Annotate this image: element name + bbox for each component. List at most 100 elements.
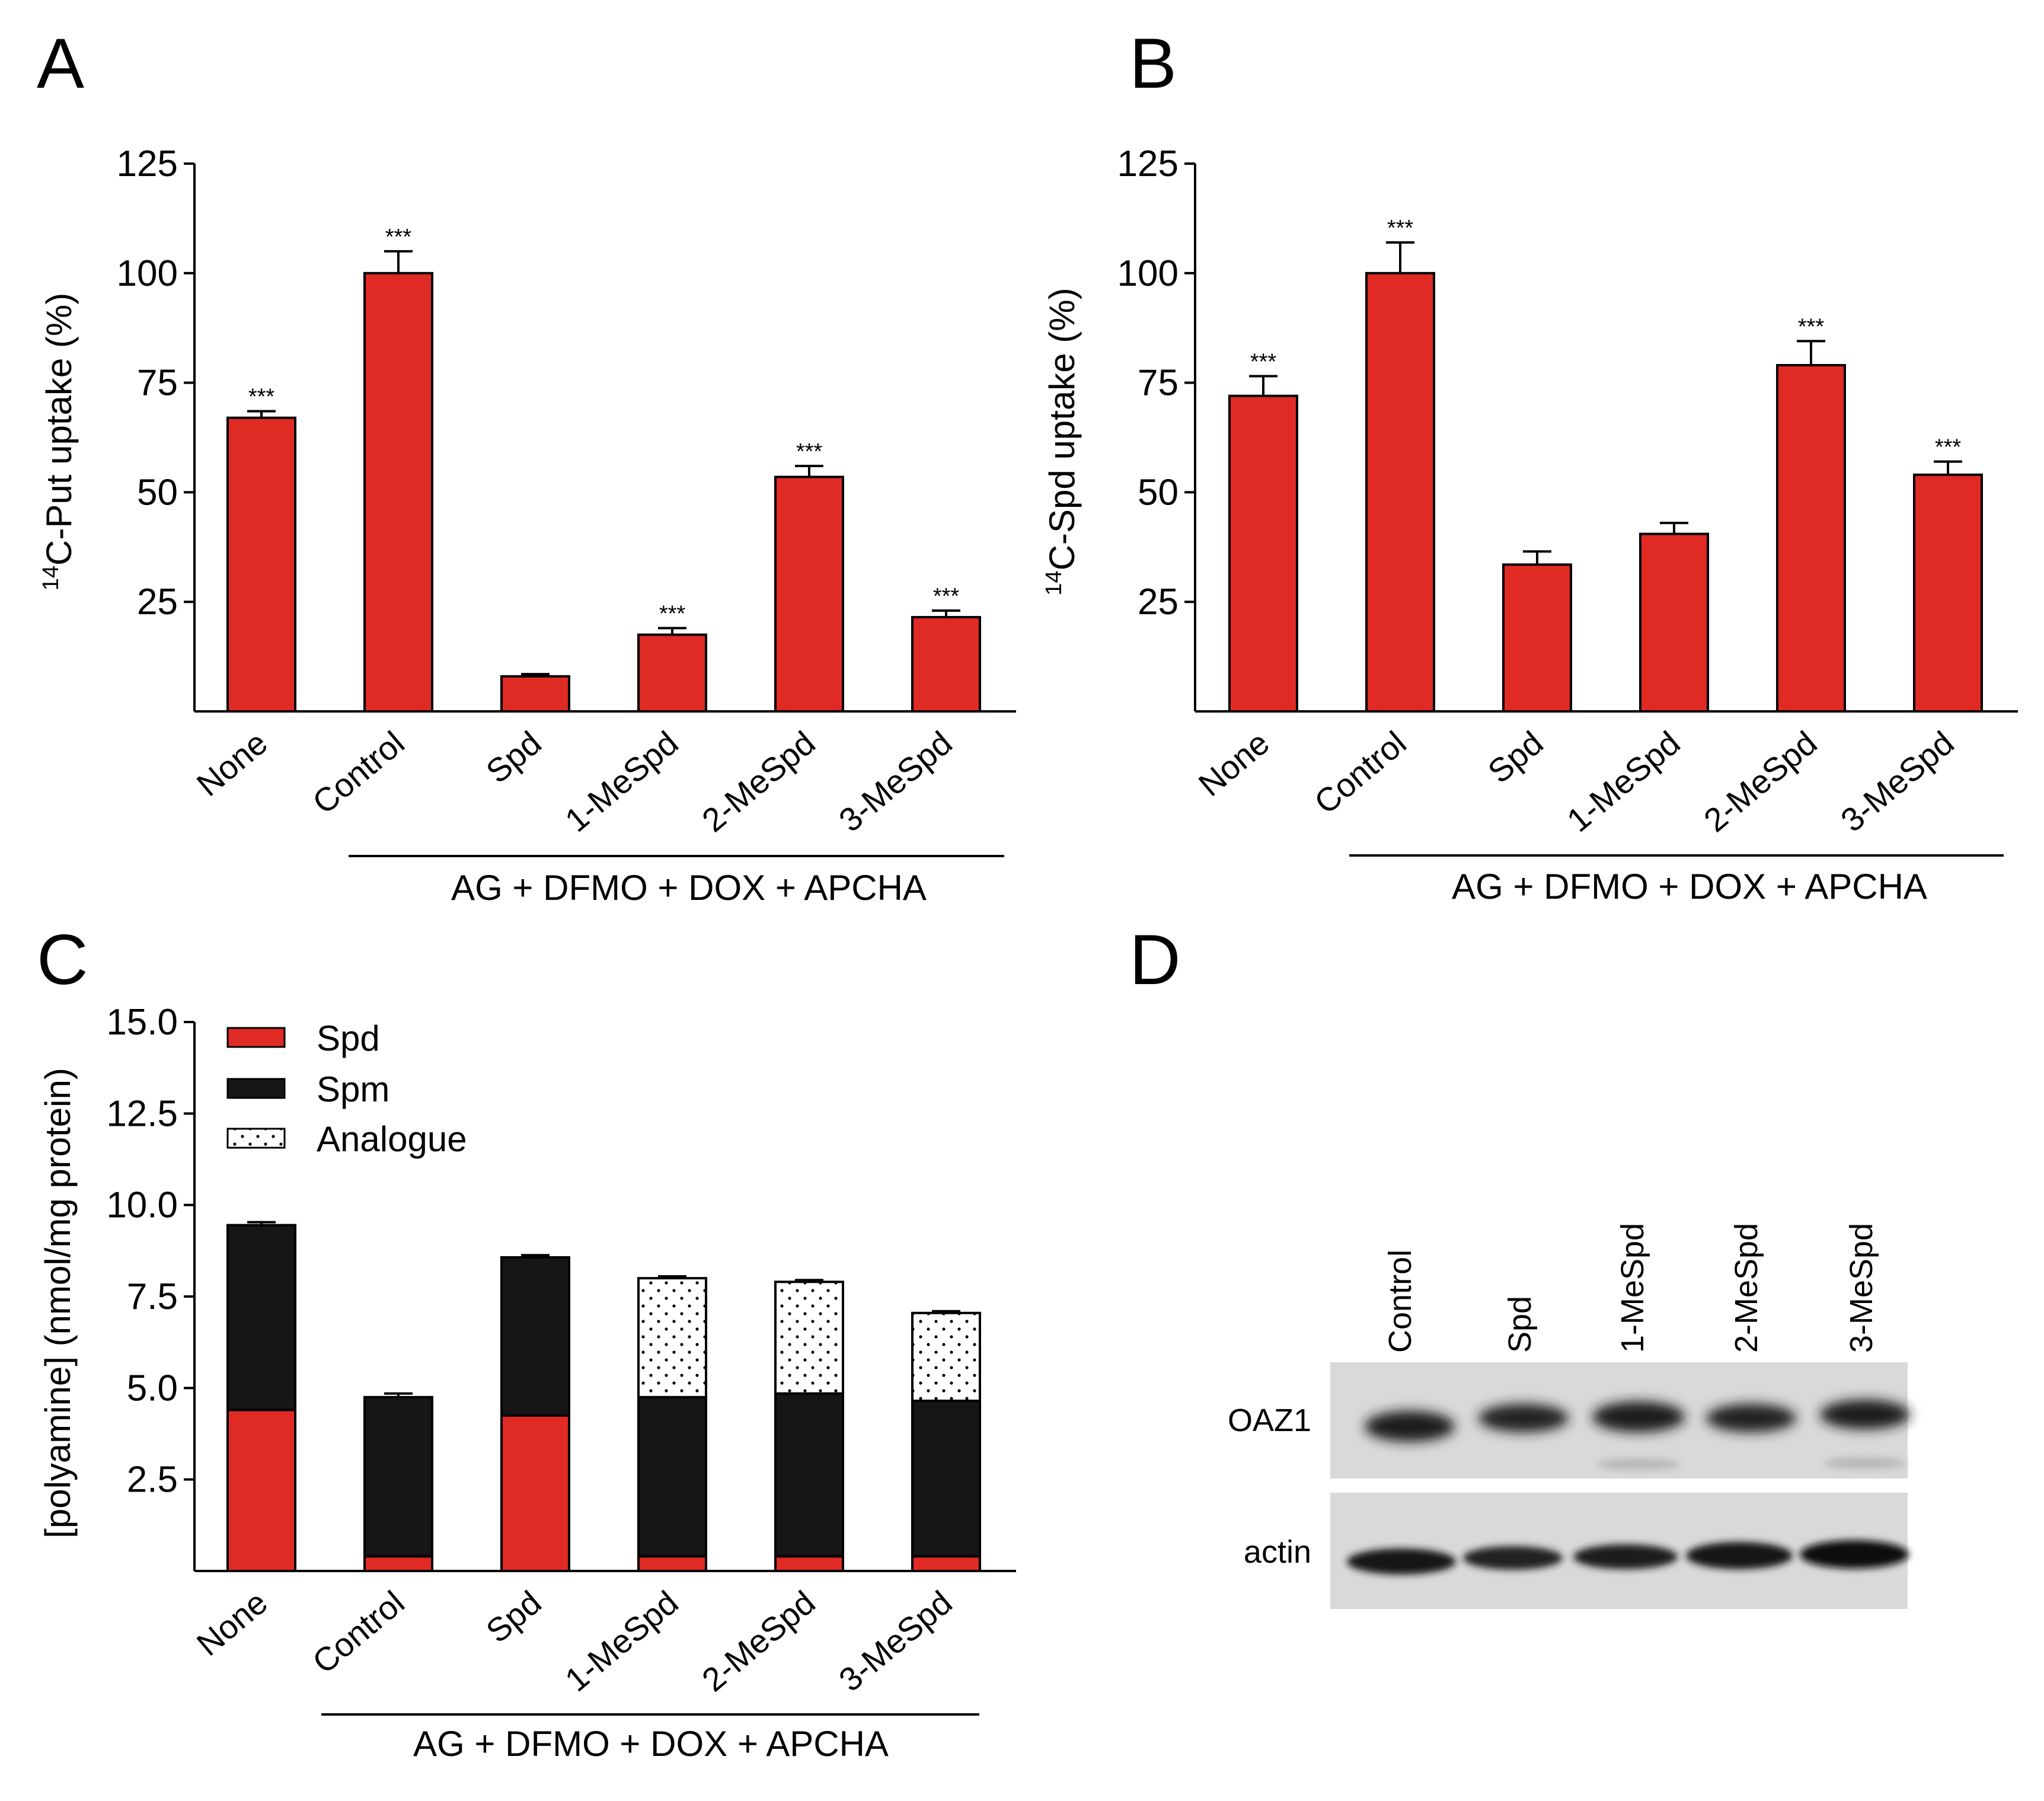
chart-c-ylabel: [polyamine] (nmol/mg protein)	[38, 1068, 78, 1538]
bar-segment-spd	[363, 1555, 433, 1572]
chart-c-ytick-label: 10.0	[106, 1185, 178, 1226]
bar-segment-spd	[911, 1555, 981, 1572]
chart-c-ytick-label: 15.0	[106, 1002, 178, 1043]
panel-letter-d: D	[1129, 920, 1181, 1000]
significance-marker: ***	[1387, 216, 1414, 241]
x-category-label: 1-MeSpd	[558, 1583, 685, 1698]
bar	[1228, 394, 1298, 713]
legend-swatch-spd	[226, 1027, 286, 1048]
blot-lane-label-spd: Spd	[1502, 1296, 1538, 1353]
oaz1-band-2-mespd	[1706, 1404, 1796, 1432]
x-category-label: None	[190, 724, 274, 803]
chart-a-ytick-label: 25	[137, 582, 178, 622]
bar	[1502, 563, 1572, 713]
significance-marker: ***	[1798, 314, 1825, 339]
significance-marker: ***	[933, 584, 960, 609]
blot-row-label-actin: actin	[1244, 1534, 1311, 1570]
x-category-label: Control	[305, 724, 411, 821]
panel-letter-b: B	[1129, 24, 1177, 103]
chart-b-ytick-label: 75	[1138, 363, 1179, 404]
blot-bands-actin	[1347, 1540, 1909, 1575]
chart-b-ytick-label: 125	[1117, 143, 1179, 184]
x-category-label: 3-MeSpd	[832, 1583, 959, 1698]
chart-b-ytick-label: 50	[1138, 472, 1179, 513]
legend-swatch-analogue	[226, 1128, 286, 1149]
x-category-label: None	[1192, 724, 1276, 803]
chart-b-ytick-label: 25	[1138, 582, 1179, 622]
chart-a-ytick-label: 50	[137, 472, 178, 513]
blot-lane-label-control: Control	[1382, 1250, 1418, 1353]
chart-c-legend: Spd Spm Analogue	[226, 1018, 467, 1159]
chart-c-ytick-label: 5.0	[127, 1368, 178, 1409]
blot-lane-label-3-mespd: 3-MeSpd	[1844, 1223, 1879, 1353]
bar-segment-spm	[911, 1399, 981, 1558]
x-category-label: 1-MeSpd	[1560, 724, 1687, 839]
chart-b-ylabel-text: C-Spd uptake (%)	[1042, 288, 1082, 570]
bar	[1913, 473, 1983, 713]
oaz1-band-spd	[1478, 1404, 1569, 1432]
significance-marker: ***	[1935, 435, 1962, 460]
chart-a-ytick-label: 75	[137, 363, 178, 404]
panel-letter-a: A	[37, 24, 84, 103]
chart-c-ytick-label: 2.5	[127, 1460, 178, 1500]
chart-b-ytick-label: 100	[1117, 253, 1179, 294]
chart-c-ytick-label: 12.5	[106, 1093, 178, 1134]
bar-segment-analogue	[637, 1277, 707, 1398]
x-category-label: None	[190, 1583, 274, 1663]
actin-band-2-mespd	[1686, 1542, 1793, 1569]
significance-marker: ***	[659, 602, 686, 627]
legend-label-spm: Spm	[317, 1069, 389, 1109]
blot-row-label-oaz1: OAZ1	[1228, 1403, 1311, 1438]
actin-band-3-mespd	[1800, 1540, 1909, 1569]
oaz1-faint-band	[1823, 1457, 1906, 1469]
oaz1-faint-band	[1597, 1458, 1680, 1470]
bar	[226, 416, 296, 713]
bar-segment-spd	[226, 1409, 296, 1572]
significance-marker: ***	[248, 385, 275, 410]
oaz1-band-1-mespd	[1592, 1401, 1685, 1432]
bar-segment-spm	[500, 1256, 570, 1417]
significance-marker: ***	[1250, 350, 1277, 375]
bar	[1776, 364, 1846, 713]
bar-segment-analogue	[774, 1281, 844, 1395]
chart-a-ytick-label: 125	[117, 143, 178, 184]
bar	[1365, 272, 1435, 713]
chart-c-ytick-label: 7.5	[127, 1276, 178, 1317]
western-blot: Control Spd 1-MeSpd 2-MeSpd 3-MeSpd OAZ1…	[1228, 1223, 1910, 1609]
oaz1-band-control	[1365, 1411, 1455, 1442]
bar	[363, 272, 433, 713]
bar-segment-spd	[774, 1555, 844, 1572]
chart-c: [polyamine] (nmol/mg protein) AG + DFMO …	[38, 1002, 1016, 1764]
bar-segment-spm	[774, 1392, 844, 1558]
blot-lane-label-2-mespd: 2-MeSpd	[1729, 1223, 1764, 1353]
chart-a-ytick-label: 100	[117, 253, 178, 294]
x-category-label: 2-MeSpd	[695, 1583, 822, 1698]
panel-letter-c: C	[37, 920, 88, 1000]
significance-marker: ***	[385, 225, 412, 250]
chart-c-treatment-label: AG + DFMO + DOX + APCHA	[413, 1724, 889, 1764]
bar-segment-analogue	[911, 1311, 981, 1402]
chart-a-ylabel-superscript: 14	[39, 566, 63, 590]
chart-b-ylabel-superscript: 14	[1042, 570, 1066, 595]
x-category-label: 3-MeSpd	[1834, 724, 1961, 839]
blot-lane-label-1-mespd: 1-MeSpd	[1615, 1223, 1650, 1353]
chart-a: 14C-Put uptake (%) AG + DFMO + DOX + APC…	[39, 143, 1016, 908]
chart-b-treatment-label: AG + DFMO + DOX + APCHA	[1452, 867, 1927, 906]
bar	[911, 616, 981, 713]
bar-segment-spm	[226, 1224, 296, 1412]
bar	[1639, 532, 1709, 713]
bar-segment-spm	[363, 1396, 433, 1558]
significance-marker: ***	[796, 439, 823, 464]
oaz1-band-3-mespd	[1820, 1400, 1910, 1429]
actin-band-control	[1347, 1548, 1456, 1575]
x-category-label: 1-MeSpd	[558, 724, 685, 839]
x-category-label: Spd	[479, 724, 548, 790]
x-category-label: Control	[1307, 724, 1413, 821]
x-category-label: 2-MeSpd	[695, 724, 822, 839]
x-category-label: Spd	[479, 1583, 548, 1650]
bar-segment-spd	[637, 1555, 707, 1572]
x-category-label: Control	[305, 1583, 411, 1681]
bar-segment-spm	[637, 1396, 707, 1558]
actin-band-1-mespd	[1573, 1544, 1678, 1569]
